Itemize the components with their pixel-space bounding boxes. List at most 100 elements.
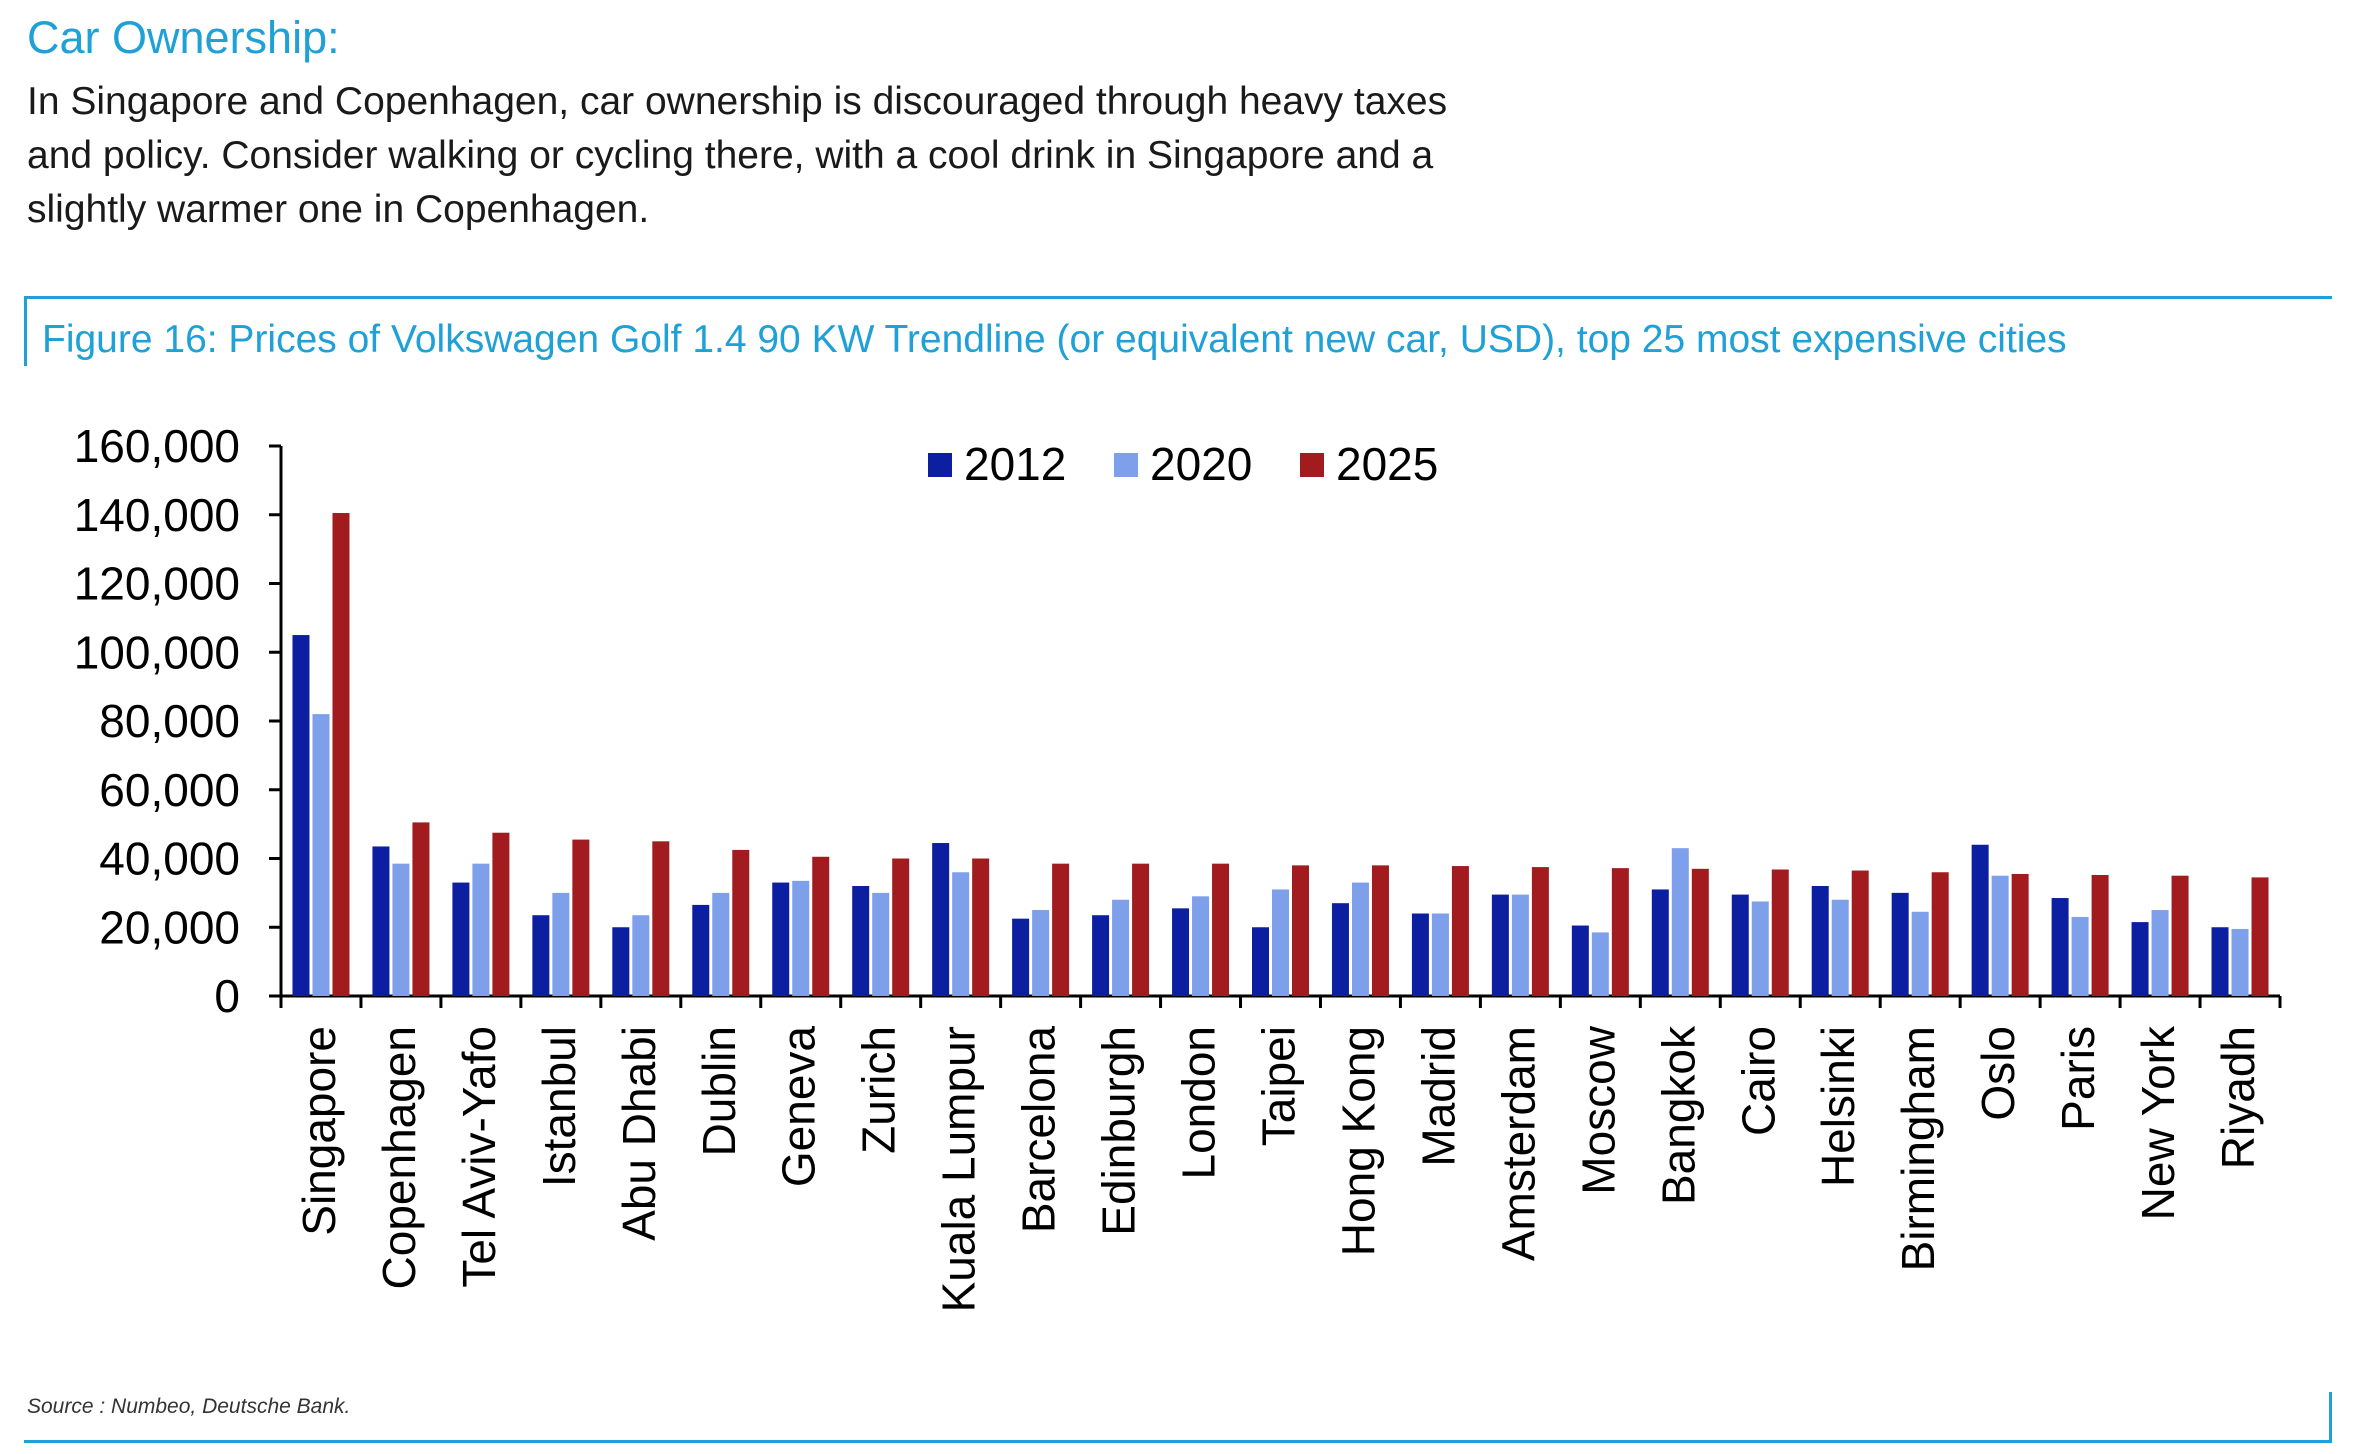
bar-2020-moscow [1591,932,1609,996]
bar-2025-dublin [732,849,750,996]
bar-2020-barcelona [1032,910,1050,996]
y-tick-label: 40,000 [99,833,240,885]
bar-2012-taipei [1252,927,1269,996]
bar-2020-copenhagen [392,863,410,996]
y-tick-label: 20,000 [99,901,240,953]
bar-2012-bangkok [1651,889,1669,996]
bar-2025-hong-kong [1371,865,1389,996]
x-tick-label: Singapore [293,1026,345,1236]
x-tick-label: Paris [2052,1026,2104,1131]
bar-2012-birmingham [1891,892,1909,996]
bar-2012-paris [2051,898,2069,996]
x-tick-label: Riyadh [2212,1026,2264,1169]
y-tick-label: 80,000 [99,695,240,747]
figure-bottom-rule [24,1440,2332,1443]
bar-2012-hong-kong [1331,903,1349,996]
x-tick-label: Moscow [1572,1025,1624,1194]
bar-2020-taipei [1272,889,1289,996]
bar-2025-birmingham [1931,872,1949,996]
y-tick-label: 0 [214,970,240,1022]
bar-2025-helsinki [1851,870,1869,996]
bar-2025-abu-dhabi [652,841,670,996]
bar-2020-new-york [2151,910,2169,996]
legend-swatch-2020 [1114,453,1138,477]
bar-2025-kuala-lumpur [972,858,990,996]
bar-2020-riyadh [2231,928,2249,996]
x-tick-label: Copenhagen [373,1026,425,1289]
bar-2012-zurich [852,886,870,996]
bar-2025-barcelona [1052,863,1070,996]
bar-2012-geneva [772,882,790,996]
x-axis: Singapore Copenhagen Tel Aviv-Yafo Istanbul… [273,994,2282,1312]
bar-2020-abu-dhabi [632,915,650,996]
bar-2020-zurich [872,892,890,996]
x-tick-label: Abu Dhabi [613,1026,665,1241]
bar-2025-geneva [812,856,830,996]
x-tick-label: Edinburgh [1093,1026,1145,1236]
bar-2025-oslo [2011,873,2029,996]
bar-2025-istanbul [572,839,590,996]
figure-left-rule [24,296,27,366]
x-tick-label: Amsterdam [1492,1026,1544,1261]
x-tick-label: Helsinki [1812,1026,1864,1187]
bar-2025-madrid [1451,866,1469,996]
bars [292,513,2269,996]
bar-2025-singapore [332,513,350,996]
legend-label: 2025 [1336,438,1438,490]
bar-2012-tel-aviv-yafo [452,882,470,996]
bar-2025-london [1212,863,1230,996]
y-tick-label: 120,000 [74,558,240,610]
x-tick-label: Kuala Lumpur [933,1026,985,1312]
x-tick-label: Birmingham [1892,1026,1944,1271]
bar-2020-oslo [1991,875,2009,996]
bar-2025-bangkok [1691,868,1709,996]
bar-2020-london [1192,896,1210,996]
y-tick-label: 160,000 [74,420,240,472]
bar-2012-kuala-lumpur [932,843,950,996]
bar-2012-istanbul [532,915,550,996]
figure-title: Figure 16: Prices of Volkswagen Golf 1.4… [42,318,2067,361]
legend-label: 2020 [1150,438,1252,490]
bar-2025-cairo [1771,869,1789,996]
y-tick-label: 60,000 [99,764,240,816]
intro-line: In Singapore and Copenhagen, car ownersh… [27,80,1448,123]
x-tick-label: Madrid [1412,1026,1464,1167]
bar-2025-riyadh [2251,877,2269,996]
bar-2012-new-york [2131,922,2149,996]
bar-2025-copenhagen [412,822,430,996]
bar-2012-dublin [692,904,710,996]
bar-2012-helsinki [1811,886,1829,996]
legend-swatch-2012 [928,453,952,477]
bar-2020-tel-aviv-yafo [472,863,490,996]
bar-2025-zurich [892,858,910,996]
bar-2020-amsterdam [1511,894,1529,996]
x-tick-label: Hong Kong [1332,1026,1384,1256]
bar-2020-cairo [1751,901,1769,996]
bar-2012-abu-dhabi [612,927,630,996]
x-tick-label: Dublin [693,1026,745,1156]
bar-2012-moscow [1571,925,1589,996]
bar-2020-dublin [712,892,730,996]
bar-2012-oslo [1971,844,1989,996]
bar-2012-edinburgh [1092,915,1110,996]
bar-2020-istanbul [552,892,570,996]
bar-2012-madrid [1411,913,1429,996]
bar-2020-hong-kong [1351,882,1369,996]
x-tick-label: Oslo [1972,1026,2024,1121]
bar-chart: 0 20,000 40,000 60,000 80,000 100,000 120,000 1… [74,420,2282,1312]
bar-2020-helsinki [1831,899,1849,996]
intro-paragraph: In Singapore and Copenhagen, car ownersh… [27,75,1627,237]
intro-line: and policy. Consider walking or cycling … [27,134,1434,177]
bar-2025-amsterdam [1531,867,1549,996]
legend-label: 2012 [964,438,1066,490]
x-tick-label: Taipei [1253,1026,1305,1146]
bar-2025-edinburgh [1132,863,1150,996]
legend-swatch-2025 [1300,453,1324,477]
x-tick-label: Cairo [1732,1026,1784,1136]
bar-2012-barcelona [1012,918,1030,996]
bar-2012-copenhagen [372,846,390,996]
source-note: Source : Numbeo, Deutsche Bank. [27,1395,351,1418]
x-tick-label: Zurich [853,1026,905,1154]
bar-2012-riyadh [2211,927,2229,996]
bar-2020-paris [2071,916,2089,996]
